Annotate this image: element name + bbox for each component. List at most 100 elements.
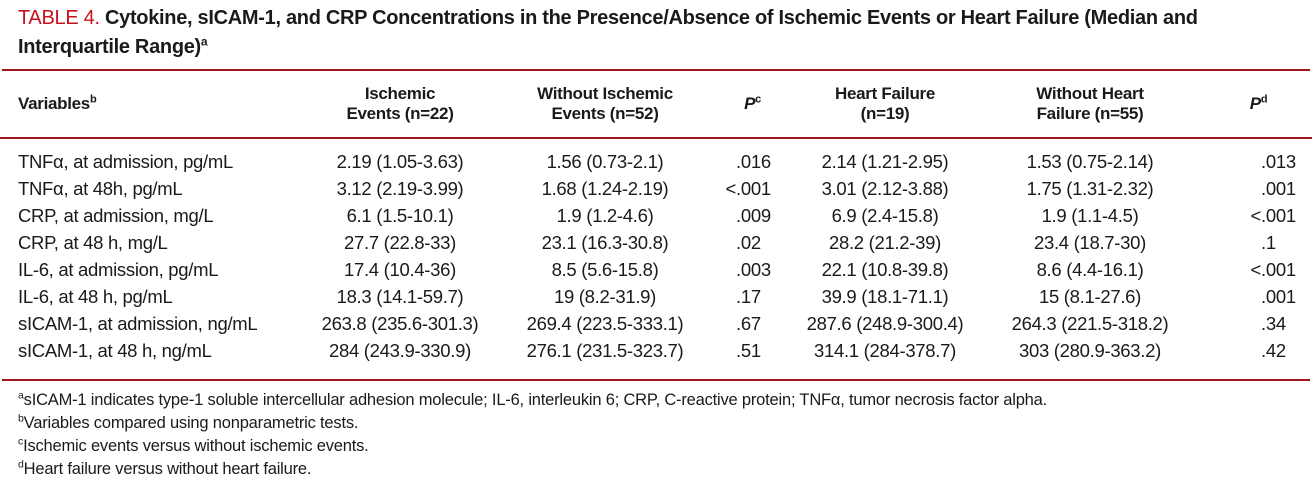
median-iqr-cell: 2.14 (1.21-2.95) <box>795 138 975 175</box>
cell-value: 269.4 (223.5-333.1) <box>526 313 684 334</box>
cell-value: 18.3 (14.1-59.7) <box>336 286 464 307</box>
p-value-cell: .001 <box>1205 175 1312 202</box>
cell-value: 1.68 (1.24-2.19) <box>541 178 669 199</box>
median-iqr-cell: 23.1 (16.3-30.8) <box>500 229 710 256</box>
cell-value: .42 <box>1261 340 1286 361</box>
column-header-label: P <box>744 94 756 113</box>
cell-value: .001 <box>1261 286 1296 307</box>
footnote: bVariables compared using nonparametric … <box>18 412 359 432</box>
p-value-cell: .17 <box>710 283 795 310</box>
variable-cell: IL-6, at 48 h, pg/mL <box>0 283 300 310</box>
median-iqr-cell: 8.5 (5.6-15.8) <box>500 256 710 283</box>
cell-value: sICAM-1, at admission, ng/mL <box>18 313 258 334</box>
cell-value: 303 (280.9-363.2) <box>1019 340 1161 361</box>
cell-value: 276.1 (231.5-323.7) <box>526 340 684 361</box>
cell-value: .016 <box>736 151 771 172</box>
p-value-cell: .67 <box>710 310 795 337</box>
cell-value: 15 (8.1-27.6) <box>1038 286 1142 307</box>
variable-cell: sICAM-1, at 48 h, ng/mL <box>0 337 300 379</box>
table-row: CRP, at admission, mg/L 6.1 (1.5-10.1) 1.9… <box>0 202 1312 229</box>
median-iqr-cell: 1.9 (1.1-4.5) <box>975 202 1205 229</box>
cell-value: 22.1 (10.8-39.8) <box>821 259 949 280</box>
median-iqr-cell: 287.6 (248.9-300.4) <box>795 310 975 337</box>
column-header-label: Failure (n=55) <box>1036 104 1144 123</box>
cell-value: 17.4 (10.4-36) <box>343 259 456 280</box>
column-header-label: Ischemic <box>364 84 436 103</box>
column-header-heart-failure: Heart Failure (n=19) <box>795 71 975 139</box>
median-iqr-cell: 6.9 (2.4-15.8) <box>795 202 975 229</box>
median-iqr-cell: 39.9 (18.1-71.1) <box>795 283 975 310</box>
median-iqr-cell: 1.68 (1.24-2.19) <box>500 175 710 202</box>
p-value-cell: .003 <box>710 256 795 283</box>
cell-value: 264.3 (221.5-318.2) <box>1011 313 1169 334</box>
cell-value: .67 <box>736 313 761 334</box>
median-iqr-cell: 3.12 (2.19-3.99) <box>300 175 500 202</box>
cell-value: .013 <box>1261 151 1296 172</box>
variable-cell: CRP, at 48 h, mg/L <box>0 229 300 256</box>
cell-value: .1 <box>1261 232 1276 253</box>
cell-value: 287.6 (248.9-300.4) <box>806 313 964 334</box>
footnote-marker: b <box>89 93 97 106</box>
p-value-cell: .02 <box>710 229 795 256</box>
median-iqr-cell: 276.1 (231.5-323.7) <box>500 337 710 379</box>
variable-cell: sICAM-1, at admission, ng/mL <box>0 310 300 337</box>
p-value-cell: < .001 <box>1205 202 1312 229</box>
cell-value: CRP, at admission, mg/L <box>18 205 214 226</box>
column-header-label: P <box>1249 94 1261 113</box>
p-value-cell: .013 <box>1205 138 1312 175</box>
cell-value: 1.53 (0.75-2.14) <box>1026 151 1154 172</box>
cell-value: < .001 <box>1250 259 1296 280</box>
median-iqr-cell: 314.1 (284-378.7) <box>795 337 975 379</box>
header-row: Variablesb Ischemic Events (n=22) Withou… <box>0 71 1312 139</box>
cell-value: 2.19 (1.05-3.63) <box>336 151 464 172</box>
cell-value: .17 <box>736 286 761 307</box>
median-iqr-cell: 18.3 (14.1-59.7) <box>300 283 500 310</box>
cell-value: CRP, at 48 h, mg/L <box>18 232 168 253</box>
footnote-marker: c <box>18 435 24 448</box>
cell-value: sICAM-1, at 48 h, ng/mL <box>18 340 212 361</box>
p-value-cell: .001 <box>1205 283 1312 310</box>
median-iqr-cell: 1.9 (1.2-4.6) <box>500 202 710 229</box>
cell-value: 263.8 (235.6-301.3) <box>321 313 479 334</box>
median-iqr-cell: 19 (8.2-31.9) <box>500 283 710 310</box>
cell-value: 8.6 (4.4-16.1) <box>1036 259 1144 280</box>
p-value-cell: .34 <box>1205 310 1312 337</box>
median-iqr-cell: 23.4 (18.7-30) <box>975 229 1205 256</box>
median-iqr-cell: 22.1 (10.8-39.8) <box>795 256 975 283</box>
column-header-without-heart-failure: Without Heart Failure (n=55) <box>975 71 1205 139</box>
column-header-ischemic-events: Ischemic Events (n=22) <box>300 71 500 139</box>
cell-value: 6.9 (2.4-15.8) <box>831 205 939 226</box>
cell-value: .009 <box>736 205 771 226</box>
median-iqr-cell: 264.3 (221.5-318.2) <box>975 310 1205 337</box>
cell-value: 27.7 (22.8-33) <box>343 232 456 253</box>
footnote-marker: d <box>18 458 24 471</box>
cell-value: .34 <box>1261 313 1286 334</box>
column-header-label: (n=19) <box>860 104 910 123</box>
cell-value: < .001 <box>725 178 771 199</box>
footnote-marker: c <box>755 93 761 106</box>
cell-value: 1.56 (0.73-2.1) <box>546 151 664 172</box>
median-iqr-cell: 263.8 (235.6-301.3) <box>300 310 500 337</box>
cell-value: IL-6, at 48 h, pg/mL <box>18 286 173 307</box>
variable-cell: IL-6, at admission, pg/mL <box>0 256 300 283</box>
cell-value: 6.1 (1.5-10.1) <box>346 205 454 226</box>
column-header-label: Without Heart <box>1036 84 1144 103</box>
median-iqr-cell: 269.4 (223.5-333.1) <box>500 310 710 337</box>
cell-value: 28.2 (21.2-39) <box>828 232 941 253</box>
cell-value: 23.4 (18.7-30) <box>1033 232 1146 253</box>
column-header-label: Heart Failure <box>834 84 936 103</box>
column-header-label: Events (n=52) <box>551 104 659 123</box>
column-header-p-heart-failure: Pd <box>1205 71 1312 139</box>
table-row: CRP, at 48 h, mg/L 27.7 (22.8-33) 23.1 (16… <box>0 229 1312 256</box>
table-row: TNFα, at 48h, pg/mL 3.12 (2.19-3.99) 1.68 … <box>0 175 1312 202</box>
footnote-marker: b <box>18 412 24 425</box>
median-iqr-cell: 284 (243.9-330.9) <box>300 337 500 379</box>
cell-value: 2.14 (1.21-2.95) <box>821 151 949 172</box>
cell-value: 23.1 (16.3-30.8) <box>541 232 669 253</box>
column-header-label: Without Ischemic <box>537 84 673 103</box>
footnotes: asICAM-1 indicates type-1 soluble interc… <box>0 381 1312 481</box>
p-value-cell: .51 <box>710 337 795 379</box>
table-number-label: TABLE 4. <box>18 7 100 29</box>
cell-value: 1.9 (1.2-4.6) <box>556 205 654 226</box>
